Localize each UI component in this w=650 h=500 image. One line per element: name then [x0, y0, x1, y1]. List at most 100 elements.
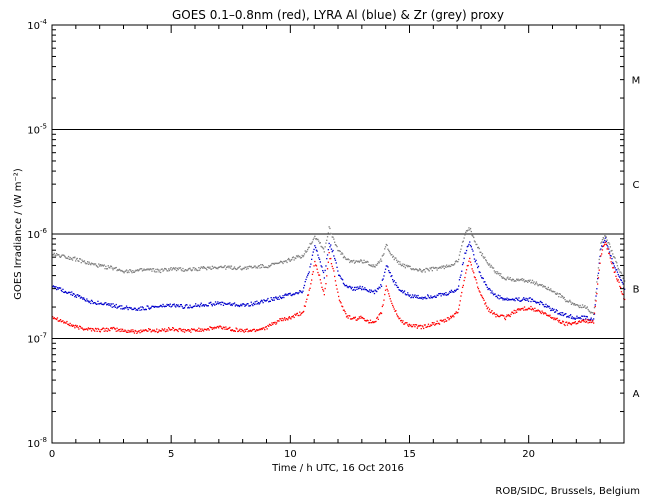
series-point	[175, 267, 177, 269]
series-point	[108, 304, 110, 306]
series-point	[384, 268, 387, 270]
series-point	[338, 274, 340, 276]
series-point	[375, 264, 377, 266]
series-point	[450, 291, 452, 293]
series-point	[396, 284, 398, 287]
series-point	[566, 300, 569, 302]
series-point	[272, 299, 274, 301]
series-point	[376, 263, 379, 265]
series-point	[249, 330, 251, 332]
series-point	[392, 279, 394, 281]
series-point	[461, 263, 464, 266]
series-point	[353, 288, 355, 291]
series-point	[288, 257, 290, 260]
series-point	[458, 279, 461, 281]
series-point	[71, 257, 73, 260]
series-point	[220, 303, 222, 306]
series-point	[359, 317, 361, 319]
series-point	[454, 261, 457, 263]
series-point	[75, 260, 77, 262]
series-point	[438, 266, 441, 269]
series-point	[438, 322, 440, 324]
series-point	[500, 314, 502, 316]
series-point	[81, 259, 83, 261]
series-point	[377, 318, 379, 320]
series-point	[518, 297, 520, 299]
series-point	[160, 271, 162, 274]
series-point	[476, 243, 478, 246]
series-point	[164, 330, 167, 333]
series-point	[185, 304, 187, 306]
series-point	[125, 270, 127, 272]
series-point	[352, 317, 354, 320]
series-point	[607, 242, 609, 244]
series-point	[94, 263, 97, 265]
series-point	[384, 293, 386, 296]
series-point	[222, 301, 224, 304]
series-point	[137, 307, 140, 310]
series-point	[228, 327, 230, 329]
series-point	[503, 277, 505, 279]
series-point	[441, 265, 443, 267]
series-point	[388, 293, 390, 295]
series-point	[340, 302, 342, 304]
series-point	[195, 267, 197, 270]
series-point	[238, 305, 240, 308]
series-point	[266, 299, 268, 301]
series-point	[146, 330, 148, 332]
series-point	[570, 317, 573, 319]
series-point	[272, 262, 275, 265]
series-point	[481, 277, 483, 279]
series-point	[513, 280, 515, 282]
series-point	[433, 296, 435, 298]
series-point	[494, 272, 496, 274]
series-point	[251, 329, 253, 332]
series-point	[179, 305, 181, 308]
series-point	[266, 266, 268, 269]
series-point	[582, 306, 584, 308]
series-point	[450, 317, 453, 319]
series-point	[111, 267, 113, 269]
series-point	[53, 286, 55, 288]
series-point	[465, 230, 468, 232]
series-point	[613, 265, 615, 267]
series-point	[226, 266, 228, 268]
series-point	[149, 307, 151, 309]
series-point	[487, 263, 489, 265]
series-point	[573, 321, 576, 324]
series-point	[58, 254, 60, 256]
series-point	[98, 303, 100, 305]
series-point	[105, 265, 107, 268]
series-point	[589, 321, 591, 324]
series-point	[585, 318, 587, 320]
series-point	[78, 295, 80, 297]
series-point	[129, 269, 131, 271]
series-point	[280, 260, 282, 262]
series-point	[574, 318, 576, 320]
series-point	[423, 324, 426, 326]
series-point	[228, 303, 230, 305]
series-point	[392, 256, 394, 258]
series-point	[208, 267, 210, 269]
series-point	[441, 293, 443, 295]
series-point	[572, 302, 574, 305]
series-point	[120, 328, 122, 330]
series-point	[577, 305, 580, 307]
series-point	[126, 271, 128, 274]
series-point	[143, 330, 145, 332]
series-point	[379, 260, 381, 262]
series-point	[370, 265, 372, 267]
series-point	[280, 261, 283, 263]
series-point	[568, 321, 570, 324]
series-point	[192, 267, 194, 269]
series-point	[272, 323, 274, 326]
series-point	[165, 330, 167, 332]
series-point	[370, 322, 372, 324]
series-point	[526, 280, 528, 282]
series-point	[599, 262, 601, 264]
series-point	[274, 297, 276, 299]
series-point	[608, 243, 611, 245]
series-point	[338, 250, 341, 252]
series-point	[504, 298, 507, 300]
